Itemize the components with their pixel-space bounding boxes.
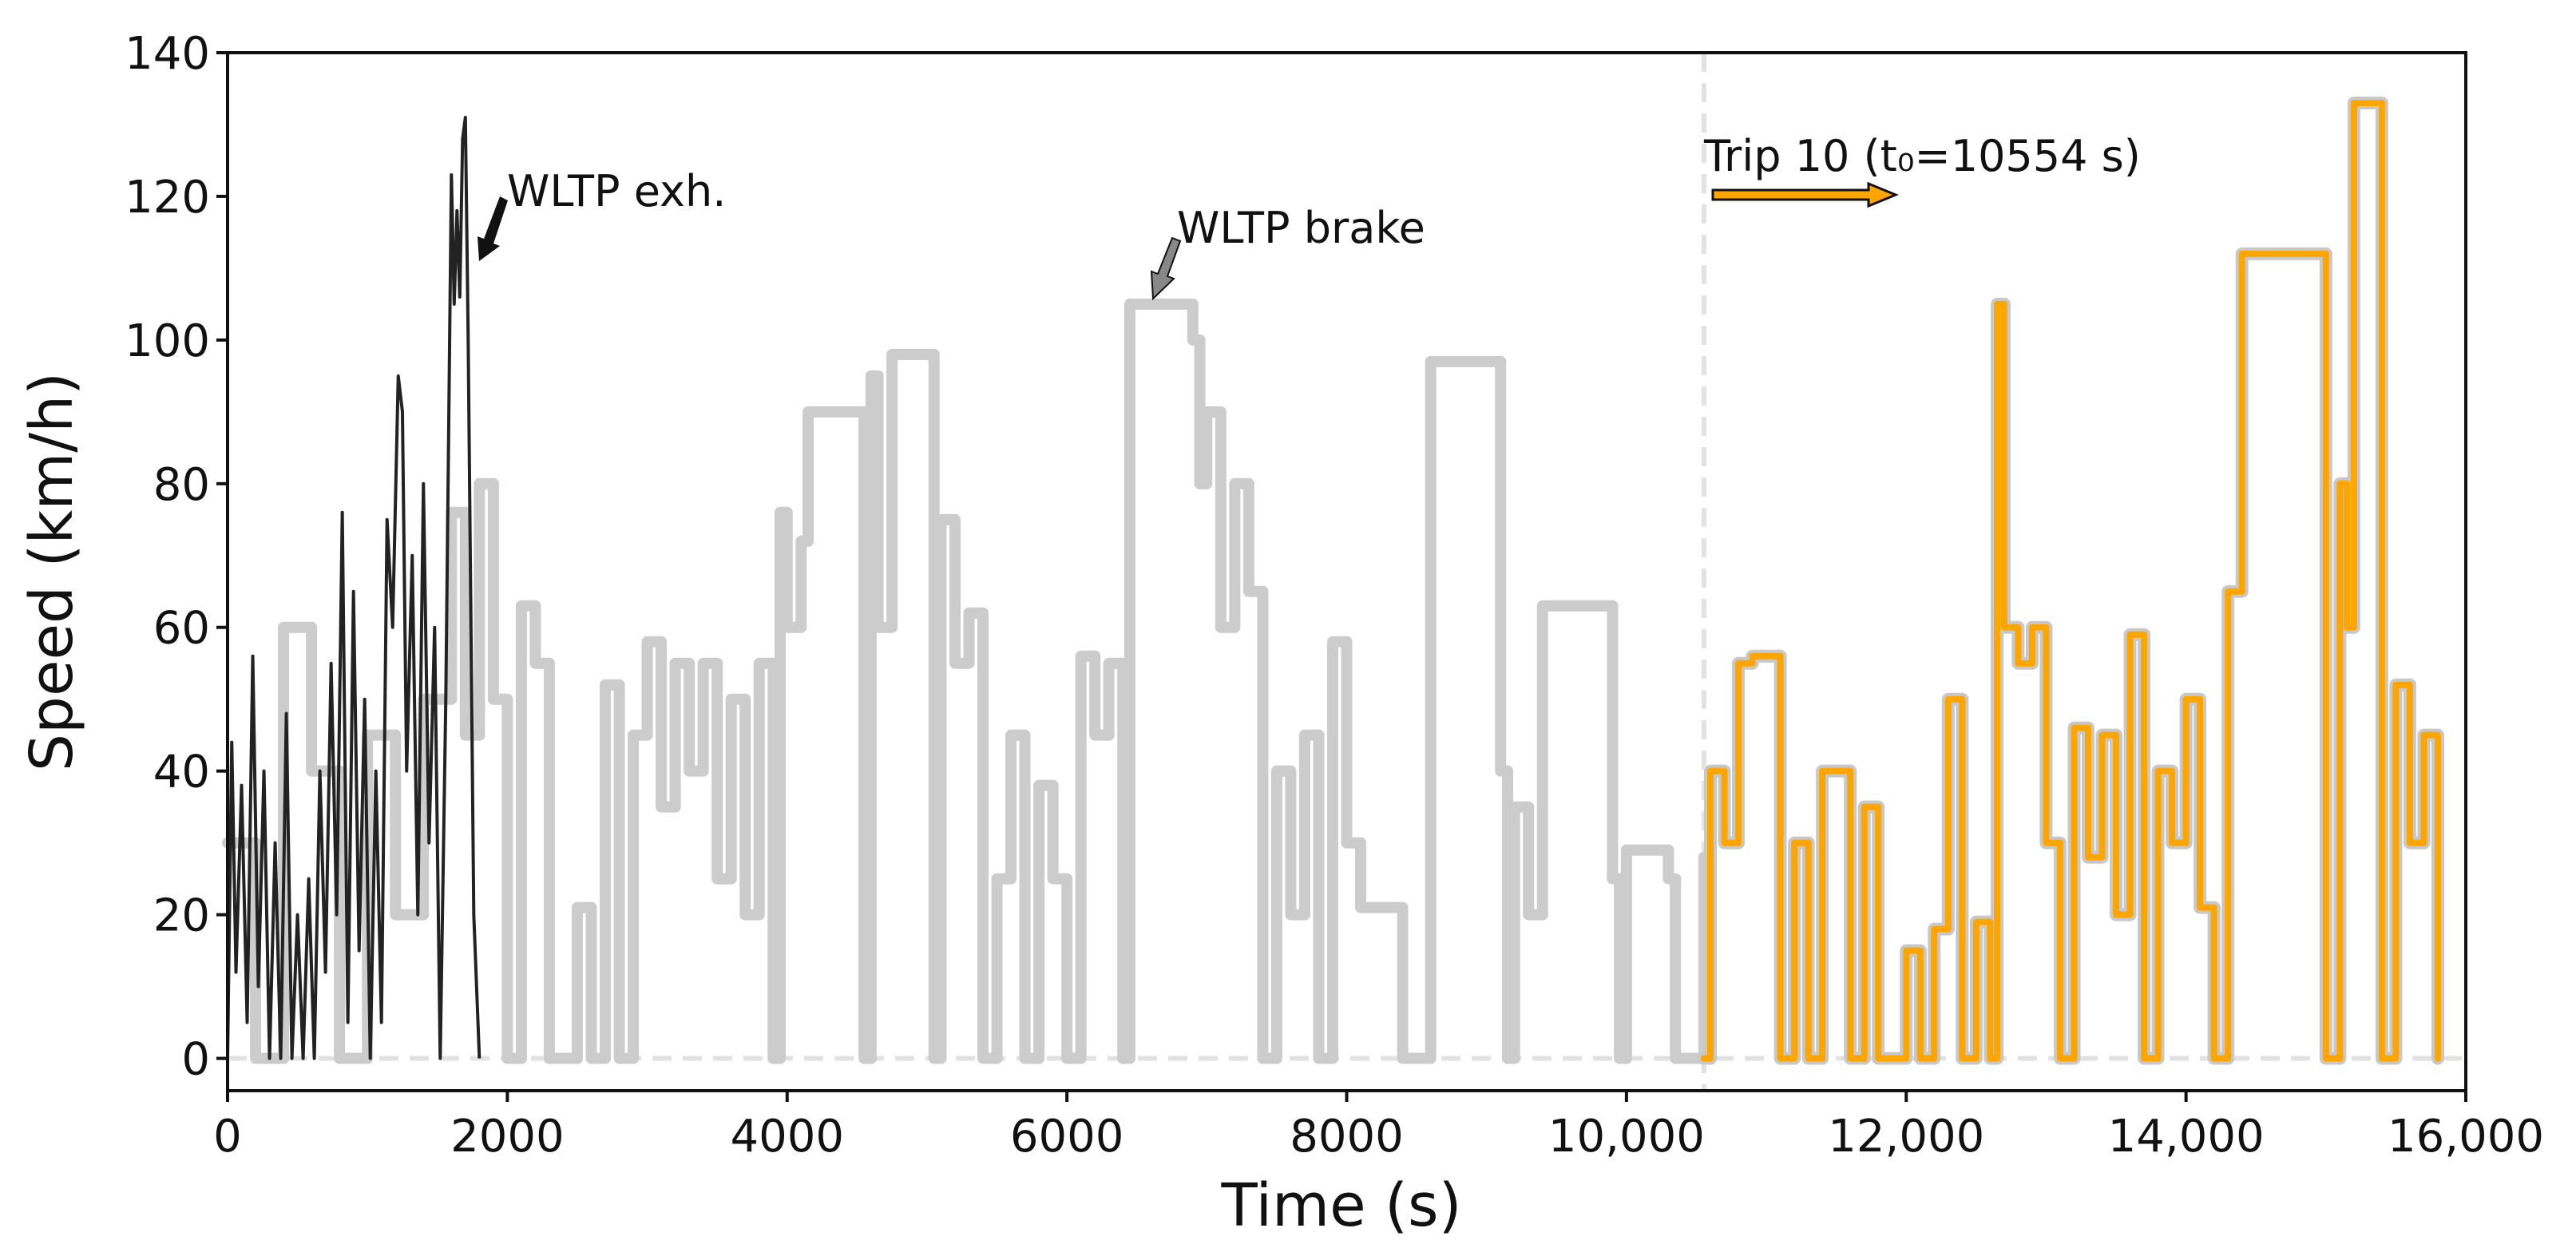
- step: [515, 600, 541, 1064]
- step: [1875, 803, 1896, 1062]
- step: [2392, 681, 2413, 1062]
- step: [1495, 355, 1513, 777]
- y-tick-label: 60: [153, 603, 210, 655]
- step: [2378, 99, 2400, 1062]
- step: [1861, 803, 1882, 1062]
- y-axis-label: Speed (km/h): [18, 372, 86, 771]
- x-tick-label: 4000: [730, 1111, 844, 1163]
- step: [1397, 901, 1437, 1064]
- x-tick-label: 0: [213, 1111, 242, 1163]
- step: [2098, 731, 2120, 861]
- x-tick-label: 2000: [450, 1111, 565, 1163]
- step-outline: [2235, 247, 2332, 598]
- y-tick-label: 80: [153, 459, 210, 511]
- y-tick-label: 40: [153, 747, 210, 798]
- step: [1847, 767, 1868, 1062]
- step: [1047, 779, 1073, 885]
- step: [2084, 724, 2106, 861]
- step: [795, 535, 814, 633]
- step: [1972, 918, 1994, 1062]
- step: [2169, 767, 2190, 846]
- x-tick-label: 8000: [1290, 1111, 1404, 1163]
- step: [1819, 767, 1854, 1062]
- y-tick-label: 100: [125, 315, 210, 367]
- x-tick-label: 10,000: [1548, 1111, 1705, 1163]
- step: [1959, 695, 1980, 1062]
- x-tick-label: 12,000: [1828, 1111, 1984, 1163]
- step: [2126, 631, 2148, 918]
- step: [2028, 624, 2050, 667]
- brake-arrow: [1150, 236, 1182, 301]
- y-tick-label: 0: [181, 1034, 210, 1086]
- step: [2043, 624, 2063, 846]
- step: [1777, 652, 1798, 1062]
- annotation: WLTP brake: [1177, 203, 1425, 253]
- plot-area: [222, 53, 2466, 1091]
- step: [1805, 839, 1826, 1062]
- step: [1620, 844, 1674, 1064]
- step: [543, 657, 583, 1064]
- step: [2015, 624, 2035, 667]
- step: [1721, 767, 1742, 846]
- step: [1670, 873, 1710, 1064]
- step: [1931, 925, 1952, 1062]
- step: [2238, 250, 2329, 595]
- annotation: Trip 10 (t₀=10554 s): [1703, 131, 2141, 181]
- step: [2182, 695, 2204, 846]
- step: [2154, 767, 2176, 1062]
- step: [390, 729, 430, 921]
- trip-arrow: [1711, 181, 1899, 208]
- step: [1749, 652, 1784, 667]
- step: [803, 406, 870, 547]
- speed-line: [226, 115, 482, 1060]
- step: [2197, 695, 2217, 911]
- step: [1425, 355, 1507, 1064]
- step: [529, 600, 555, 669]
- step: [628, 729, 653, 1064]
- step: [418, 693, 458, 921]
- y-tick-label: 120: [125, 172, 210, 224]
- step: [2000, 300, 2022, 631]
- step: [2322, 250, 2344, 1062]
- step: [1124, 298, 1199, 1064]
- step: [2056, 839, 2078, 1062]
- step: [1735, 660, 1756, 846]
- x-tick-label: 16,000: [2388, 1111, 2544, 1163]
- x-tick-label: 14,000: [2108, 1111, 2265, 1163]
- step: [1903, 947, 1924, 1062]
- step: [1916, 947, 1938, 1062]
- step: [1355, 837, 1409, 913]
- x-tick-label: 6000: [1010, 1111, 1124, 1163]
- step: [886, 348, 940, 633]
- step: [1341, 636, 1367, 849]
- step: [487, 477, 513, 705]
- annotation: WLTP exh.: [507, 166, 726, 216]
- step: [1944, 695, 1966, 933]
- step: [1791, 839, 1812, 1062]
- step: [306, 621, 346, 777]
- step: [334, 765, 374, 1064]
- step: [2113, 731, 2134, 918]
- step: [991, 873, 1017, 1064]
- step: [1607, 600, 1626, 885]
- step: [2350, 99, 2385, 631]
- step: [2141, 631, 2162, 1062]
- step: [2420, 731, 2441, 846]
- step: [2071, 724, 2091, 1062]
- step: [2406, 681, 2427, 846]
- step: [1536, 600, 1619, 921]
- x-axis-label: Time (s): [1221, 1171, 1462, 1240]
- step: [2210, 904, 2232, 1062]
- step: [1242, 477, 1269, 597]
- step: [1706, 767, 1728, 1062]
- y-tick-label: 140: [125, 28, 210, 80]
- step: [2225, 588, 2245, 1062]
- exh-arrow: [478, 196, 508, 261]
- y-tick-label: 20: [153, 890, 210, 942]
